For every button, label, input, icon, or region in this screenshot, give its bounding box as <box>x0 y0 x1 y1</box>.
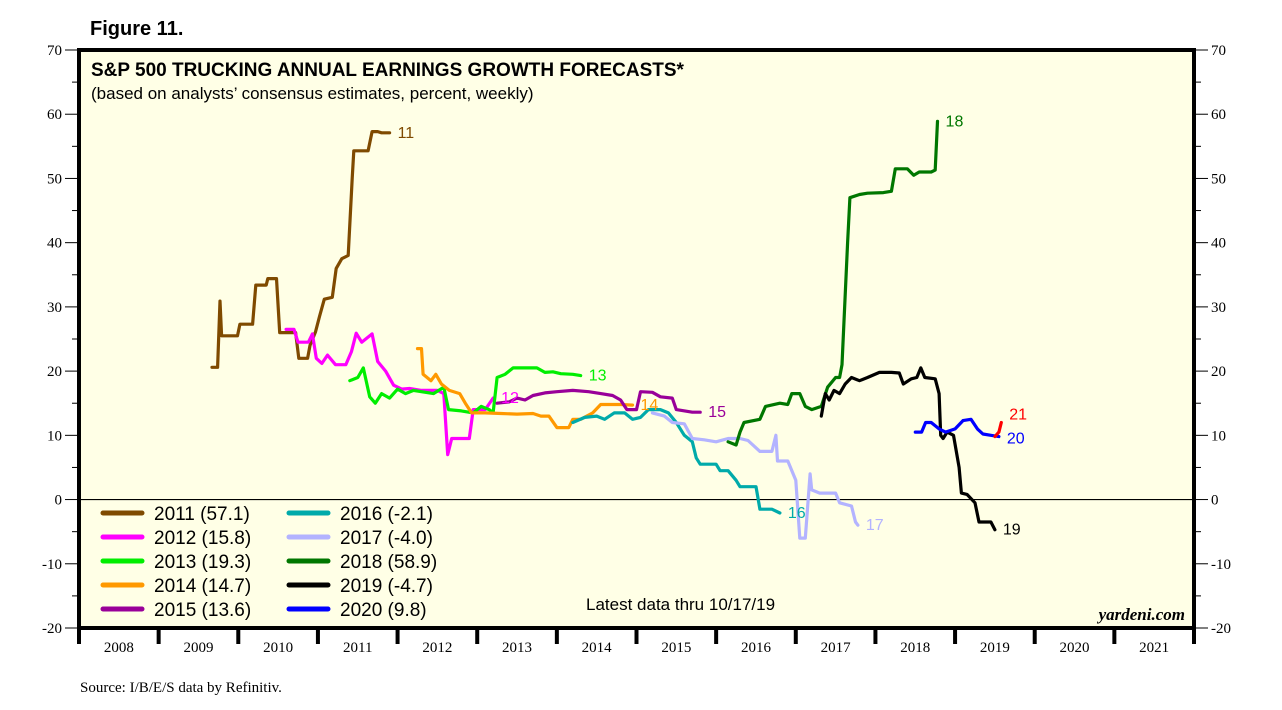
x-tick-label: 2019 <box>980 640 1010 656</box>
end-label-2017: 17 <box>866 517 884 534</box>
end-label-2021: 21 <box>1009 406 1027 423</box>
y-tick-label-left: 10 <box>47 428 62 444</box>
x-tick-label: 2011 <box>343 640 372 656</box>
legend-label-2016: 2016 (-2.1) <box>340 504 433 525</box>
series-line-2019 <box>819 366 997 532</box>
y-tick-label-left: 40 <box>47 236 62 252</box>
plot-background <box>79 50 1194 628</box>
legend-label-2013: 2013 (19.3) <box>154 552 251 573</box>
end-label-2015: 15 <box>708 404 726 421</box>
x-tick-label: 2020 <box>1060 640 1090 656</box>
x-tick-label: 2009 <box>183 640 213 656</box>
chart-subtitle: (based on analysts’ consensus estimates,… <box>91 84 534 103</box>
figure-label: Figure 11. <box>90 18 183 40</box>
series-line-2012 <box>284 327 495 457</box>
x-tick-label: 2015 <box>661 640 691 656</box>
legend-label-2015: 2015 (13.6) <box>154 600 251 621</box>
source-note: Source: I/B/E/S data by Refinitiv. <box>80 680 282 696</box>
y-tick-label-left: 50 <box>47 171 62 187</box>
y-tick-label-right: 60 <box>1211 107 1226 123</box>
y-axis-right: 70 60 50 40 30 20 10 0 -10 -20 <box>1194 43 1231 637</box>
end-label-2011: 11 <box>398 125 415 142</box>
latest-data-note: Latest data thru 10/17/19 <box>586 595 775 614</box>
x-tick-label: 2021 <box>1139 640 1169 656</box>
y-tick-label-left: 20 <box>47 364 62 380</box>
x-tick-label: 2010 <box>263 640 293 656</box>
x-axis: 2008 2009 2010 2011 2012 2013 2014 2015 2016 2017… <box>77 628 1196 656</box>
y-tick-label-right: 30 <box>1211 300 1226 316</box>
series-line-2017 <box>650 411 860 540</box>
y-axis-left: 70 60 50 40 30 20 10 0 -10 -20 <box>42 43 79 637</box>
end-label-2016: 16 <box>788 505 806 522</box>
series-line-2016 <box>571 408 782 515</box>
y-tick-label-right: 40 <box>1211 236 1226 252</box>
end-label-2018: 18 <box>946 113 964 130</box>
x-tick-label: 2016 <box>741 640 772 656</box>
y-tick-label-left: 60 <box>47 107 62 123</box>
series-line-2018 <box>726 119 940 447</box>
y-tick-label-right: 70 <box>1211 43 1226 59</box>
x-tick-label: 2008 <box>104 640 134 656</box>
series-line-2015 <box>495 388 702 414</box>
brand-label: yardeni.com <box>1097 605 1185 624</box>
y-tick-label-left: -20 <box>42 621 62 637</box>
legend-label-2020: 2020 (9.8) <box>340 600 427 621</box>
series-line-2021 <box>993 420 1003 439</box>
legend-label-2017: 2017 (-4.0) <box>340 528 433 549</box>
series-line-2013 <box>348 366 583 415</box>
legend-label-2018: 2018 (58.9) <box>340 552 437 573</box>
legend-label-2012: 2012 (15.8) <box>154 528 251 549</box>
x-tick-label: 2017 <box>821 640 852 656</box>
y-tick-label-right: 20 <box>1211 364 1226 380</box>
end-label-2014: 14 <box>641 397 659 414</box>
end-label-2013: 13 <box>589 368 607 385</box>
plot-frame <box>77 48 1196 630</box>
series-line-2020 <box>913 417 1001 439</box>
y-tick-label-right: -20 <box>1211 621 1231 637</box>
legend-label-2011: 2011 (57.1) <box>154 504 250 525</box>
chart-title: S&P 500 TRUCKING ANNUAL EARNINGS GROWTH … <box>91 60 685 81</box>
series-layer <box>210 119 1003 540</box>
end-label-2020: 20 <box>1007 431 1025 448</box>
y-tick-label-right: 0 <box>1211 493 1219 509</box>
legend: 2011 (57.1) 2012 (15.8) 2013 (19.3) 2014 (1… <box>100 504 437 621</box>
y-tick-label-left: 30 <box>47 300 62 316</box>
y-tick-label-right: -10 <box>1211 557 1231 573</box>
x-tick-label: 2018 <box>900 640 930 656</box>
x-tick-label: 2013 <box>502 640 532 656</box>
y-tick-label-right: 50 <box>1211 171 1226 187</box>
y-tick-label-left: 0 <box>55 493 63 509</box>
legend-label-2019: 2019 (-4.7) <box>340 576 433 597</box>
y-tick-label-left: 70 <box>47 43 62 59</box>
legend-label-2014: 2014 (14.7) <box>154 576 251 597</box>
end-labels: 11 12 13 14 15 16 17 18 19 20 21 <box>398 113 1028 538</box>
y-tick-label-left: -10 <box>42 557 62 573</box>
x-tick-label: 2014 <box>582 640 613 656</box>
y-tick-label-right: 10 <box>1211 428 1226 444</box>
end-label-2019: 19 <box>1003 522 1021 539</box>
series-line-2011 <box>210 130 392 369</box>
x-tick-label: 2012 <box>422 640 452 656</box>
end-label-2012: 12 <box>501 390 519 407</box>
